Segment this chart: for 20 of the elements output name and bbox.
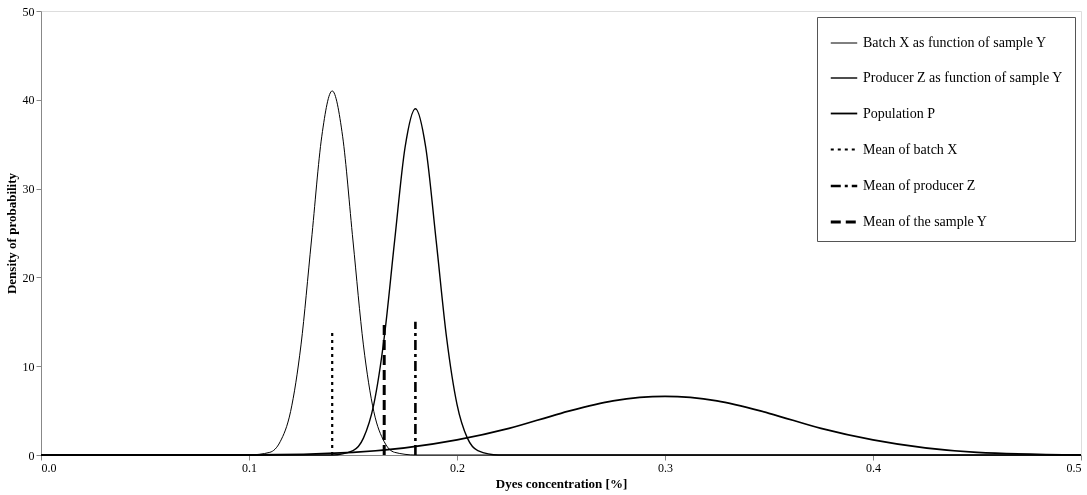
legend-label: Batch X as function of sample Y [863,35,1046,50]
legend-label: Mean of batch X [863,141,958,157]
x-tick-label: 0.5 [1066,460,1082,475]
legend-label: Population P [863,105,936,121]
y-axis-title: Density of probability [3,172,19,295]
x-tick-label: 0.2 [450,460,465,475]
legend-label: Producer Z as function of sample Y [863,70,1063,85]
legend-label: Mean of the sample Y [863,214,987,229]
x-tick-label: 0.4 [866,460,881,475]
y-tick-label: 40 [22,93,35,108]
x-tick-label: 0.3 [658,460,673,475]
y-tick-label: 0 [28,448,35,463]
x-tick-label: 0.1 [242,460,257,475]
y-tick-label: 10 [22,359,35,374]
x-axis-title: Dyes concentration [%] [495,475,628,491]
y-tick-label: 30 [22,182,35,197]
y-tick-label: 50 [22,4,35,19]
x-tick-label: 0.0 [41,460,57,475]
legend-label: Mean of producer Z [863,178,976,193]
y-tick-label: 20 [22,270,35,285]
